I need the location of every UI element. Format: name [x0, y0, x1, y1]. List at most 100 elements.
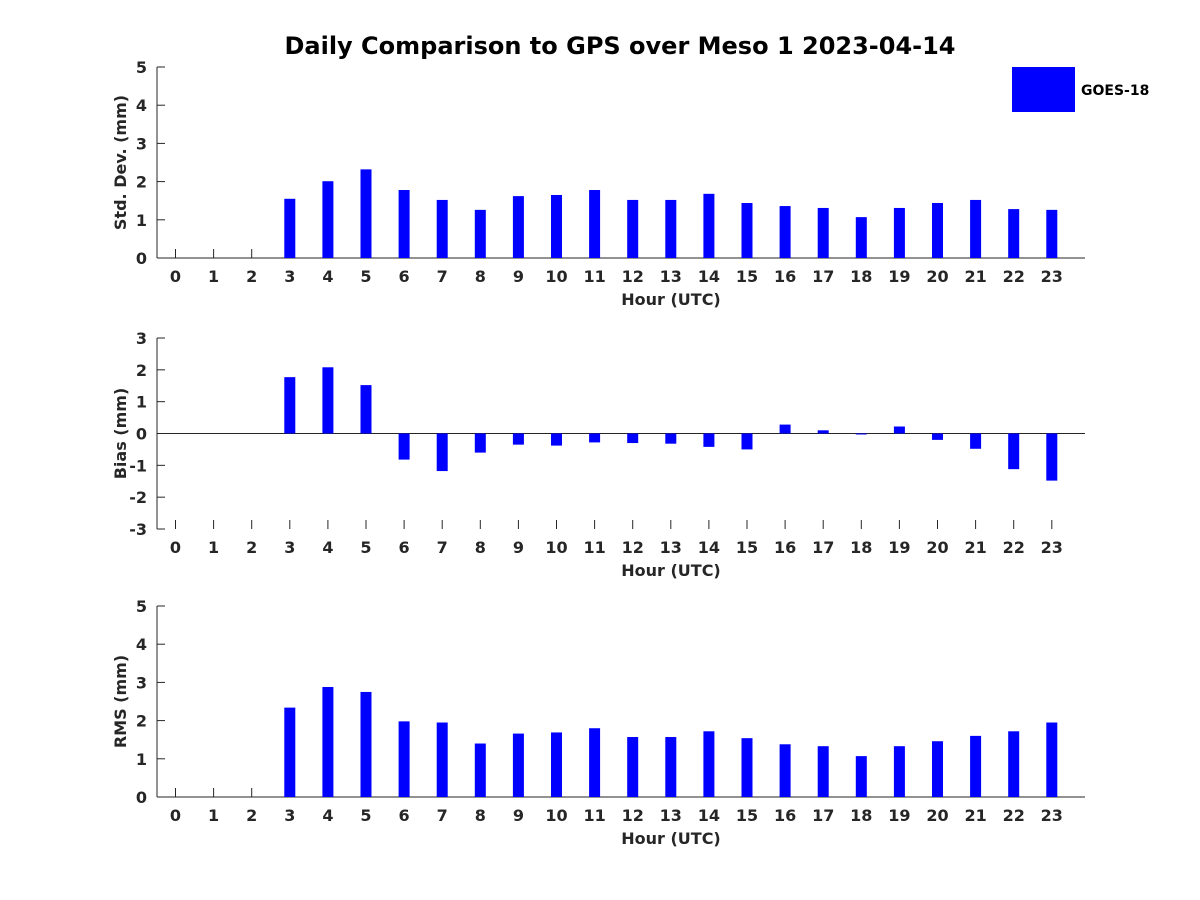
bar-bias-14 — [703, 433, 715, 447]
bar-bias-21 — [970, 433, 982, 449]
y-tick-label-bias: -2 — [129, 488, 147, 507]
x-tick-label-rms: 9 — [513, 806, 524, 825]
bar-rms-4 — [322, 686, 334, 797]
x-tick-label-bias: 21 — [964, 538, 986, 557]
x-tick-label-rms: 10 — [545, 806, 567, 825]
bar-rms-17 — [817, 746, 829, 797]
x-tick-label-rms: 14 — [698, 806, 720, 825]
chart-title: Daily Comparison to GPS over Meso 1 2023… — [284, 32, 955, 60]
legend-label: GOES-18 — [1081, 83, 1149, 99]
bar-std-dev-21 — [970, 199, 982, 258]
legend: GOES-18 — [1012, 67, 1149, 112]
x-tick-label-rms: 0 — [170, 806, 181, 825]
x-tick-label-bias: 22 — [1003, 538, 1025, 557]
x-tick-label-bias: 3 — [284, 538, 295, 557]
x-tick-label-bias: 5 — [360, 538, 371, 557]
bar-bias-17 — [817, 430, 829, 434]
x-tick-label-rms: 20 — [926, 806, 948, 825]
x-tick-label-bias: 16 — [774, 538, 796, 557]
bar-std-dev-5 — [360, 169, 372, 258]
bar-std-dev-15 — [741, 202, 753, 258]
y-tick-label-rms: 2 — [136, 712, 147, 731]
x-tick-label-std-dev: 12 — [622, 267, 644, 286]
y-tick-label-std-dev: 2 — [136, 173, 147, 192]
x-tick-label-std-dev: 13 — [660, 267, 682, 286]
x-axis-label-bias: Hour (UTC) — [621, 561, 721, 580]
x-tick-label-std-dev: 14 — [698, 267, 720, 286]
bar-std-dev-4 — [322, 181, 334, 258]
bar-std-dev-19 — [893, 207, 905, 258]
bar-std-dev-11 — [589, 190, 601, 258]
bar-std-dev-10 — [551, 194, 562, 258]
x-tick-label-std-dev: 9 — [513, 267, 524, 286]
x-tick-label-bias: 12 — [622, 538, 644, 557]
legend-swatch — [1012, 67, 1075, 112]
bar-bias-11 — [589, 433, 601, 443]
y-tick-label-std-dev: 5 — [136, 58, 147, 77]
bar-bias-18 — [855, 433, 867, 435]
x-tick-label-rms: 18 — [850, 806, 872, 825]
y-tick-label-bias: 0 — [136, 425, 147, 444]
x-tick-label-std-dev: 23 — [1041, 267, 1063, 286]
bar-std-dev-23 — [1046, 209, 1058, 258]
y-tick-label-std-dev: 3 — [136, 134, 147, 153]
x-tick-label-bias: 7 — [437, 538, 448, 557]
x-tick-label-bias: 4 — [322, 538, 333, 557]
bar-std-dev-17 — [817, 207, 829, 258]
bar-std-dev-20 — [932, 202, 943, 258]
bar-rms-20 — [932, 741, 943, 797]
y-tick-label-bias: 1 — [136, 393, 147, 412]
x-tick-label-std-dev: 20 — [926, 267, 948, 286]
bar-bias-13 — [665, 433, 677, 444]
x-tick-label-rms: 3 — [284, 806, 295, 825]
x-tick-label-bias: 13 — [660, 538, 682, 557]
y-tick-label-rms: 1 — [136, 750, 147, 769]
x-tick-label-rms: 23 — [1041, 806, 1063, 825]
y-axis-label-std-dev: Std. Dev. (mm) — [111, 95, 130, 230]
bar-bias-6 — [398, 433, 410, 460]
bar-rms-21 — [970, 735, 982, 797]
bar-rms-8 — [474, 743, 486, 797]
x-tick-label-rms: 2 — [246, 806, 257, 825]
x-tick-label-std-dev: 4 — [322, 267, 333, 286]
bar-bias-20 — [932, 433, 943, 440]
x-tick-label-std-dev: 16 — [774, 267, 796, 286]
x-tick-label-bias: 14 — [698, 538, 720, 557]
bar-std-dev-8 — [474, 209, 486, 258]
bar-std-dev-6 — [398, 190, 410, 258]
x-tick-label-bias: 18 — [850, 538, 872, 557]
bar-rms-5 — [360, 691, 372, 797]
x-tick-label-rms: 13 — [660, 806, 682, 825]
x-tick-label-rms: 4 — [322, 806, 333, 825]
x-tick-label-rms: 22 — [1003, 806, 1025, 825]
x-tick-label-bias: 23 — [1041, 538, 1063, 557]
bar-rms-15 — [741, 738, 753, 797]
bar-bias-7 — [436, 433, 448, 472]
y-axis-label-rms: RMS (mm) — [111, 655, 130, 748]
x-tick-label-std-dev: 5 — [360, 267, 371, 286]
x-tick-label-rms: 5 — [360, 806, 371, 825]
y-tick-label-bias: -1 — [129, 456, 147, 475]
y-tick-label-rms: 0 — [136, 788, 147, 807]
bar-rms-6 — [398, 721, 410, 797]
x-tick-label-bias: 20 — [926, 538, 948, 557]
x-tick-label-std-dev: 18 — [850, 267, 872, 286]
y-tick-label-bias: -3 — [129, 520, 147, 539]
x-tick-label-std-dev: 7 — [437, 267, 448, 286]
bar-bias-19 — [893, 426, 905, 434]
bar-bias-15 — [741, 433, 753, 450]
bar-std-dev-7 — [436, 199, 448, 258]
bar-std-dev-16 — [779, 206, 791, 258]
x-tick-label-std-dev: 3 — [284, 267, 295, 286]
x-tick-label-rms: 7 — [437, 806, 448, 825]
bar-rms-10 — [551, 732, 562, 797]
x-tick-label-bias: 19 — [888, 538, 910, 557]
x-tick-label-bias: 2 — [246, 538, 257, 557]
bar-std-dev-22 — [1008, 209, 1020, 258]
y-tick-label-rms: 5 — [136, 597, 147, 616]
x-tick-label-rms: 17 — [812, 806, 834, 825]
bar-std-dev-3 — [284, 198, 296, 258]
